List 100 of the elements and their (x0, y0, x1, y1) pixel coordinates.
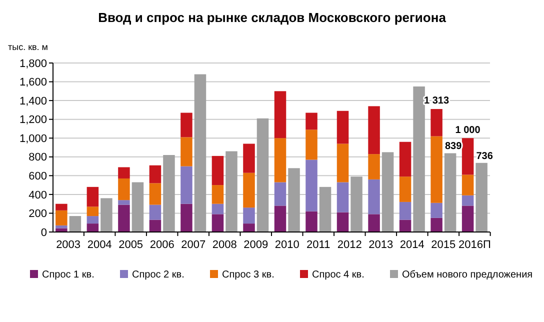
legend-label: Объем нового предложения (402, 270, 533, 280)
bar (149, 183, 162, 205)
bar (56, 225, 68, 228)
data-label: 839 (444, 141, 462, 152)
bar (462, 174, 474, 196)
y-tick-label: 0 (40, 226, 47, 239)
bar (212, 156, 224, 186)
bar (86, 206, 99, 216)
bar (413, 86, 425, 232)
bar (430, 109, 442, 136)
legend-label: Спрос 1 кв. (42, 270, 94, 280)
bar (274, 206, 286, 232)
bar (180, 137, 192, 166)
x-tick-label: 2008 (212, 239, 237, 251)
bar (86, 216, 99, 224)
bar (368, 179, 380, 214)
bar (274, 138, 286, 182)
bar (382, 152, 394, 232)
x-tick-label: 2013 (368, 239, 394, 251)
bar (306, 211, 318, 232)
x-tick-label: 2010 (274, 239, 300, 251)
bar (430, 218, 442, 232)
bar (399, 142, 412, 177)
legend-label: Спрос 3 кв. (222, 270, 274, 280)
bar (243, 144, 255, 173)
bar (306, 130, 318, 160)
bar (56, 210, 68, 226)
bar (56, 204, 68, 210)
y-tick-label: 400 (28, 189, 47, 202)
bar (399, 202, 412, 220)
bar (118, 204, 130, 232)
x-tick-label: 2004 (87, 239, 112, 251)
bar (149, 165, 162, 184)
bar (180, 112, 192, 138)
bar (149, 220, 162, 232)
bar (180, 204, 192, 232)
x-tick-label: 2012 (337, 239, 362, 251)
bar (274, 182, 286, 206)
bar (212, 185, 224, 204)
x-tick-label: 2015 (431, 239, 456, 251)
bar (430, 202, 442, 218)
bar (212, 204, 224, 214)
bar (212, 214, 224, 232)
bar (336, 110, 349, 144)
bar (56, 228, 68, 232)
bar (243, 172, 255, 208)
x-tick-label: 2003 (56, 239, 81, 251)
y-tick-label: 1,000 (19, 132, 47, 145)
bar (462, 206, 474, 232)
bar (336, 144, 349, 182)
bar (306, 112, 318, 130)
bar (274, 91, 286, 138)
bar (336, 182, 349, 212)
bar (226, 151, 238, 232)
bar (194, 74, 206, 232)
bar (86, 186, 99, 207)
bar (350, 176, 362, 232)
bar (149, 204, 162, 220)
legend-label: Спрос 2 кв. (132, 270, 184, 280)
x-tick-label: 2005 (118, 239, 144, 251)
bar (118, 200, 130, 205)
bar (430, 136, 442, 203)
x-tick-label: 2011 (306, 239, 330, 251)
y-tick-label: 800 (28, 152, 47, 164)
x-tick-label: 2009 (244, 239, 268, 251)
bar (86, 224, 99, 232)
bar (319, 186, 332, 232)
y-tick-label: 200 (28, 208, 47, 220)
chart-title: Ввод и спрос на рынке складов Московского региона (98, 10, 447, 25)
y-tick-label: 1,200 (19, 114, 47, 126)
bar (118, 167, 130, 178)
bar (180, 166, 192, 204)
bar (336, 212, 349, 232)
bar (163, 155, 175, 232)
y-axis-title: тыс. кв. м (8, 42, 48, 52)
bar (243, 208, 255, 224)
bar (368, 154, 380, 180)
bar (306, 160, 318, 212)
bar (476, 162, 488, 232)
bar (243, 224, 255, 232)
bar (132, 182, 144, 232)
bar (69, 216, 82, 232)
x-tick-label: 2014 (400, 239, 424, 251)
x-tick-label: 2006 (150, 239, 174, 251)
x-tick-label: 2007 (181, 239, 206, 251)
annotation: 1 000 (455, 125, 481, 136)
y-tick-label: 600 (28, 170, 47, 183)
bar (100, 198, 112, 232)
bar (118, 178, 130, 200)
bar (462, 195, 474, 206)
bar (288, 168, 300, 232)
bar (462, 138, 474, 175)
x-tick-label: 2016П (458, 239, 491, 251)
y-tick-label: 1,800 (19, 58, 47, 70)
bar (444, 153, 456, 232)
data-label: 736 (476, 150, 494, 162)
bar (399, 220, 412, 232)
bar (368, 214, 380, 232)
annotation: 1 313 (424, 96, 450, 107)
bar (399, 176, 412, 202)
